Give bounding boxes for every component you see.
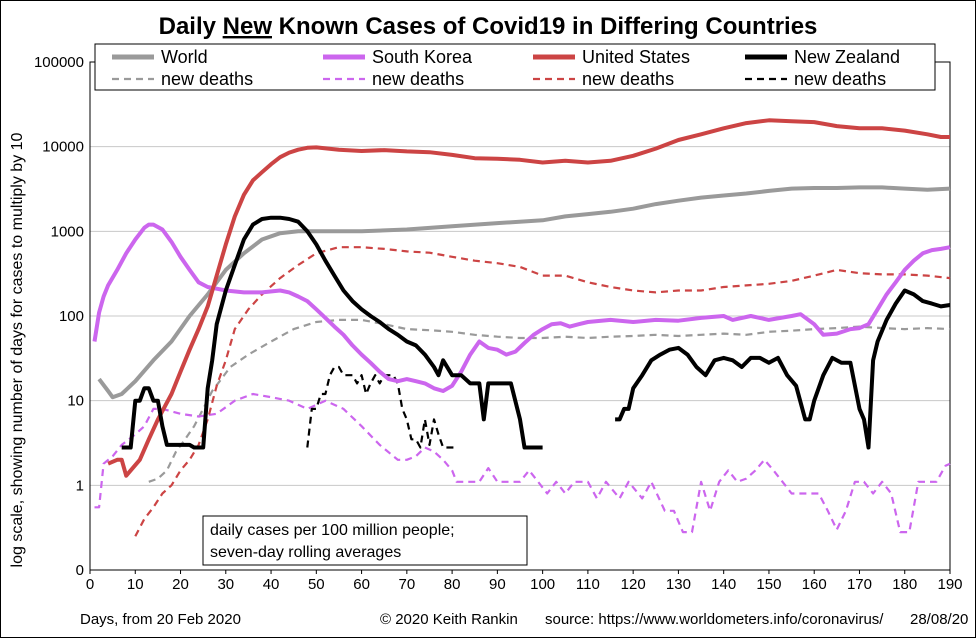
x-tick-label: 180 bbox=[892, 576, 917, 593]
legend-label-united-states-deaths: new deaths bbox=[582, 69, 674, 89]
x-axis-label: Days, from 20 Feb 2020 bbox=[80, 611, 241, 628]
x-tick-label: 70 bbox=[398, 576, 415, 593]
y-tick-label: 10 bbox=[67, 393, 84, 410]
y-tick-label: 100 bbox=[59, 308, 84, 325]
series-line-new-zealand-segment-2 bbox=[615, 288, 951, 450]
x-tick-label: 30 bbox=[217, 576, 234, 593]
footer-copyright: © 2020 Keith Rankin bbox=[380, 611, 518, 628]
title-part-1: Daily bbox=[159, 13, 223, 40]
x-tick-label: 170 bbox=[847, 576, 872, 593]
series-line-new-zealand-deaths bbox=[306, 365, 457, 449]
x-tick-label: 20 bbox=[172, 576, 189, 593]
y-tick-label: 100000 bbox=[34, 54, 84, 71]
legend-label-south-korea-deaths: new deaths bbox=[372, 69, 464, 89]
title-part-2: Known Cases of Covid19 in Differing Coun… bbox=[272, 13, 817, 40]
footer-source: source: https://www.worldometers.info/co… bbox=[545, 611, 884, 628]
x-tick-labels: 0 10 20 30 40 50 60 70 80 90 100 110 120 130 140 150 160… bbox=[86, 570, 963, 593]
x-tick-label: 10 bbox=[127, 576, 144, 593]
series-line-south-korea bbox=[92, 222, 951, 393]
legend-label-south-korea: South Korea bbox=[372, 47, 473, 67]
x-tick-label: 130 bbox=[666, 576, 691, 593]
x-tick-label: 0 bbox=[86, 576, 94, 593]
legend-label-new-zealand: New Zealand bbox=[794, 47, 900, 67]
annotation-frame bbox=[202, 515, 528, 566]
series-line-world bbox=[97, 185, 951, 400]
x-tick-label: 150 bbox=[756, 576, 781, 593]
series-line-new-zealand-segment-1 bbox=[121, 215, 543, 450]
annotation-box: daily cases per 100 million people; seve… bbox=[202, 515, 528, 566]
title-underlined-word: New bbox=[223, 13, 273, 40]
annotation-line-2: seven-day rolling averages bbox=[210, 544, 401, 561]
y-tick-label: 0 bbox=[76, 562, 84, 579]
legend-box bbox=[94, 43, 936, 91]
x-tick-label: 110 bbox=[576, 576, 600, 593]
x-tick-label: 40 bbox=[263, 576, 280, 593]
footer-date: 28/08/20 bbox=[910, 611, 968, 628]
x-tick-label: 90 bbox=[489, 576, 506, 593]
series-line-united-states-deaths bbox=[134, 246, 951, 537]
x-tick-label: 160 bbox=[802, 576, 827, 593]
x-tick-label: 190 bbox=[937, 576, 962, 593]
x-tick-label: 120 bbox=[621, 576, 646, 593]
legend-label-united-states: United States bbox=[582, 47, 690, 67]
chart-title: Daily New Known Cases of Covid19 in Diff… bbox=[159, 13, 818, 40]
legend-label-world: World bbox=[161, 47, 208, 67]
series-line-united-states bbox=[107, 118, 950, 478]
x-tick-label: 50 bbox=[308, 576, 325, 593]
series-layer bbox=[92, 118, 951, 537]
annotation-line-1: daily cases per 100 million people; bbox=[210, 522, 455, 539]
series-line-world-deaths bbox=[148, 318, 951, 483]
x-tick-label: 100 bbox=[530, 576, 555, 593]
y-tick-label: 1 bbox=[76, 477, 84, 494]
x-tick-label: 60 bbox=[353, 576, 370, 593]
x-tick-label: 80 bbox=[444, 576, 461, 593]
y-axis-label: log scale, showing number of days for ca… bbox=[9, 132, 26, 567]
x-tick-label: 140 bbox=[711, 576, 736, 593]
y-tick-label: 1000 bbox=[51, 223, 84, 240]
series-line-south-korea-deaths bbox=[94, 392, 951, 534]
y-tick-label: 10000 bbox=[42, 139, 84, 156]
legend-label-new-zealand-deaths: new deaths bbox=[794, 69, 886, 89]
legend-label-world-deaths: new deaths bbox=[161, 69, 253, 89]
